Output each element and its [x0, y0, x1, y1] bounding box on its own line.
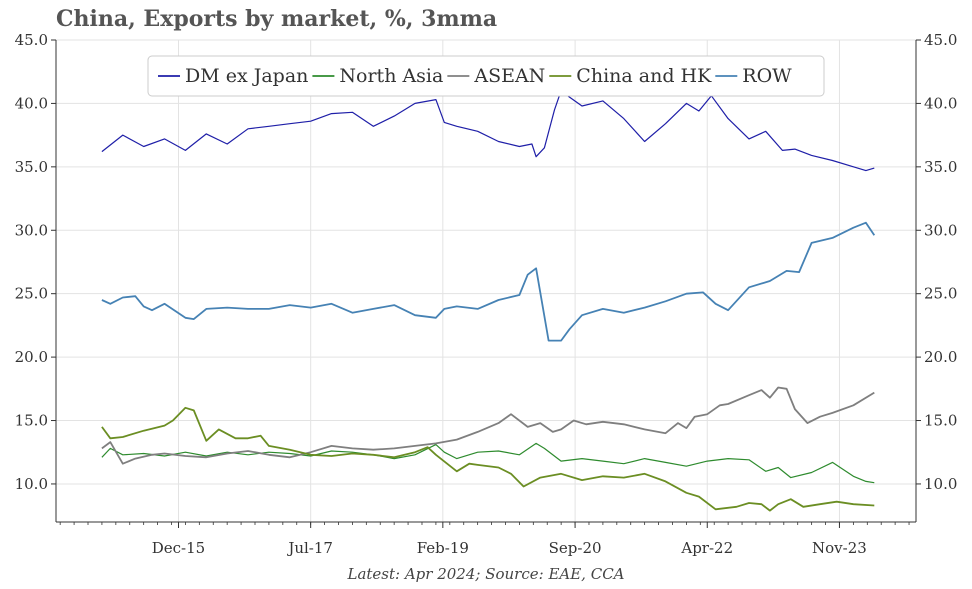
y-tick-label-right: 45.0 [924, 31, 957, 49]
series-layer [101, 90, 876, 512]
legend-label-asean: ASEAN [473, 65, 545, 87]
y-tick-label-right: 10.0 [924, 475, 957, 493]
y-tick-label-left: 15.0 [15, 412, 48, 430]
series-line-dm-ex-japan [101, 90, 875, 172]
plot-area [56, 40, 916, 522]
y-tick-label-right: 40.0 [924, 94, 957, 112]
x-tick-label: Dec-15 [152, 539, 205, 557]
x-tick-label: Sep-20 [549, 539, 602, 557]
y-tick-label-right: 20.0 [924, 348, 957, 366]
legend-box [147, 55, 825, 97]
chart-title: China, Exports by market, %, 3mma [56, 6, 498, 32]
legend: DM ex Japan North Asia ASEAN China and HK RO… [147, 55, 825, 97]
axis-layer: 10.0 10.0 15.0 15.0 20.0 20.0 25.0 25.0 30.0 30.0… [15, 31, 958, 557]
y-tick-label-left: 35.0 [15, 158, 48, 176]
legend-label-row: ROW [742, 65, 792, 87]
source-note: Latest: Apr 2024; Source: EAE, CCA [347, 565, 625, 583]
y-tick-label-right: 30.0 [924, 221, 957, 239]
legend-label-china-and-hk: China and HK [576, 65, 712, 87]
x-tick-label: Feb-19 [417, 539, 469, 557]
series-line-asean [101, 386, 875, 465]
y-tick-label-left: 20.0 [15, 348, 48, 366]
y-tick-label-right: 25.0 [924, 285, 957, 303]
legend-label-north-asia: North Asia [339, 65, 443, 87]
series-line-row [101, 221, 876, 342]
x-tick-label: Nov-23 [812, 539, 867, 557]
legend-label-dm-ex-japan: DM ex Japan [185, 65, 308, 87]
y-tick-label-left: 40.0 [15, 94, 48, 112]
y-tick-label-left: 45.0 [15, 31, 48, 49]
y-tick-label-right: 35.0 [924, 158, 957, 176]
y-tick-label-left: 25.0 [15, 285, 48, 303]
x-tick-label: Jul-17 [286, 539, 333, 557]
series-line-north-asia [101, 442, 875, 484]
y-tick-label-right: 15.0 [924, 412, 957, 430]
x-tick-label: Apr-22 [680, 539, 733, 557]
series-line-china-and-hk [101, 406, 875, 512]
y-tick-label-left: 10.0 [15, 475, 48, 493]
y-tick-label-left: 30.0 [15, 221, 48, 239]
